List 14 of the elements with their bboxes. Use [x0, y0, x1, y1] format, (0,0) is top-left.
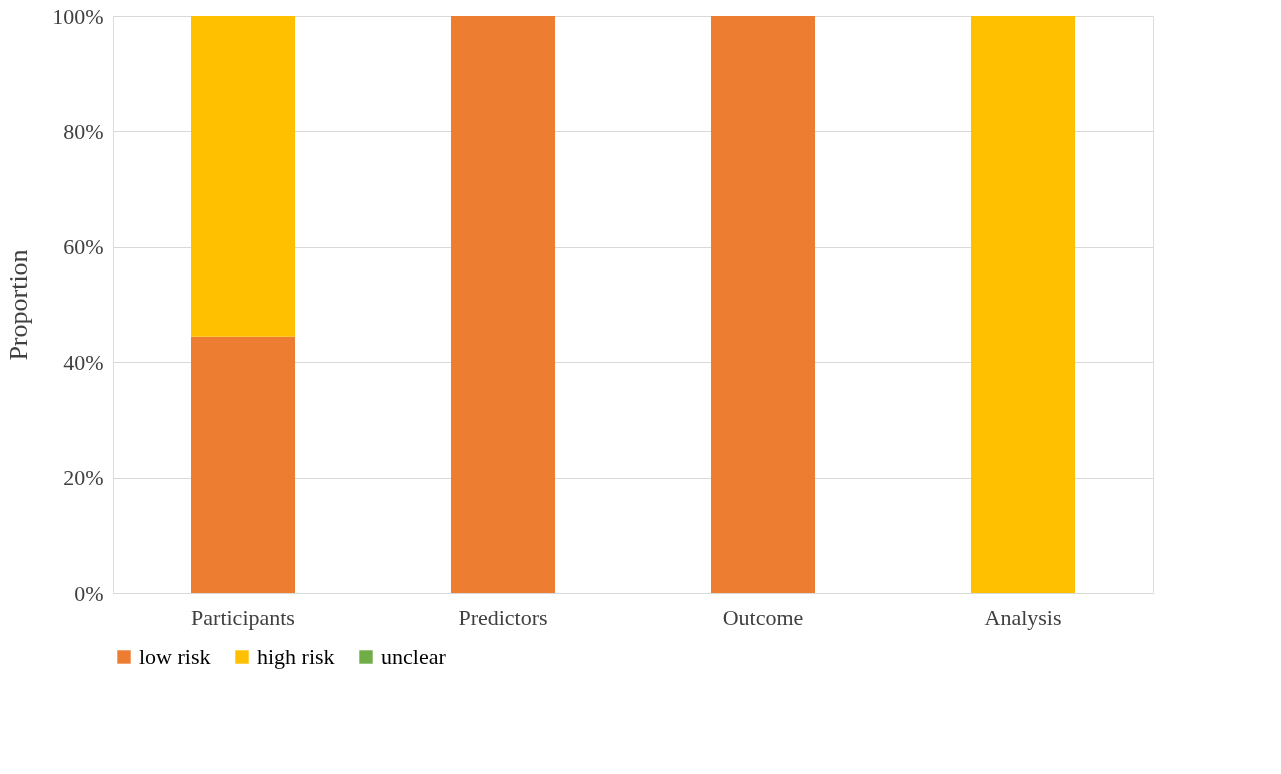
y-axis-title: Proportion — [4, 249, 34, 361]
legend-label: high risk — [257, 644, 335, 669]
legend-label: unclear — [381, 644, 447, 669]
y-tick-label: 60% — [63, 234, 104, 260]
x-tick-label: Analysis — [984, 604, 1062, 630]
y-tick-label: 20% — [63, 465, 104, 491]
y-tick-label: 100% — [52, 3, 104, 29]
y-tick-label: 80% — [63, 118, 104, 144]
x-tick-label: Predictors — [458, 604, 548, 630]
legend-label: low risk — [139, 644, 211, 669]
y-tick-label: 40% — [63, 349, 104, 375]
x-tick-label: Participants — [191, 604, 295, 630]
x-tick-label: Outcome — [722, 604, 804, 630]
y-tick-label: 0% — [74, 580, 104, 606]
